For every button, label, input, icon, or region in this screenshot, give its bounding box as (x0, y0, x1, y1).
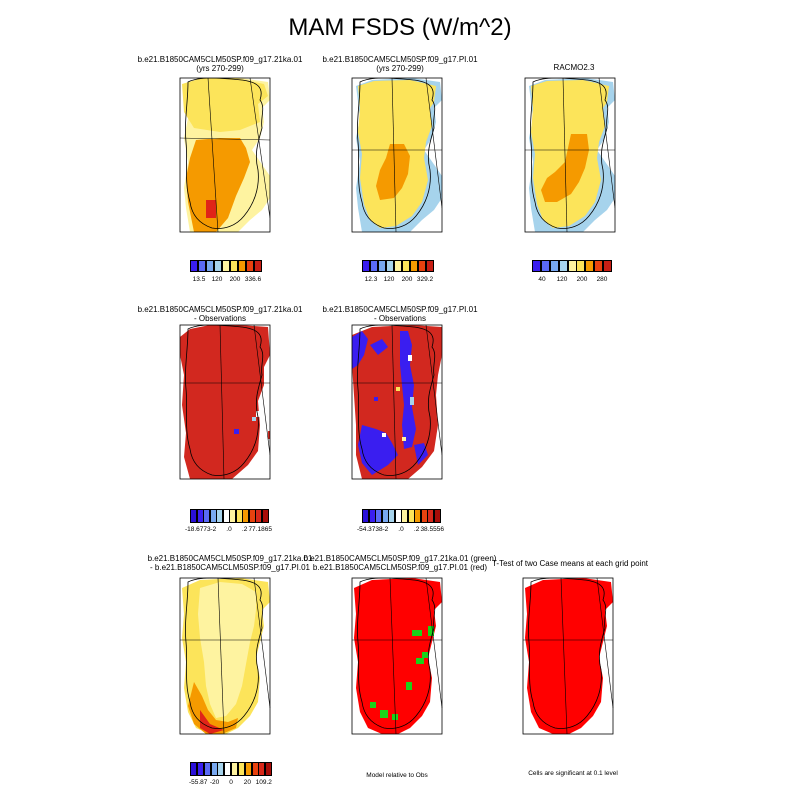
cb6-swatch (224, 762, 232, 776)
cb2-swatch (370, 260, 378, 272)
panel6-title: b.e21.B1850CAM5CLM50SP.f09_g17.21ka.01- … (147, 554, 313, 572)
cb6-tick-label: 20 (243, 779, 252, 786)
cb5-swatch (433, 509, 441, 523)
cb3-swatch (549, 260, 559, 272)
panel1-map (179, 77, 271, 233)
cb2-swatch (426, 260, 434, 272)
cb3-swatch (567, 260, 577, 272)
cb4-tick-label: .0 (226, 526, 232, 533)
cb6-swatch (265, 762, 273, 776)
cb4-tick-label: -18.6773 (184, 526, 211, 533)
colorbar6-ticks: -55.87 -20 0 20 109.2 (188, 779, 272, 789)
cb1-swatch (190, 260, 198, 272)
cb3-tick-label: 40 (538, 276, 546, 283)
cb2-swatch (418, 260, 426, 272)
colorbar1-ticks: 13.5 120 200 336.6 (190, 276, 262, 286)
cb6-swatch (196, 762, 204, 776)
cb1-swatch (222, 260, 230, 272)
cb3-swatch (585, 260, 595, 272)
cb6-swatch (244, 762, 252, 776)
figure-title: MAM FSDS (W/m^2) (288, 14, 512, 41)
cb1-swatch (238, 260, 246, 272)
cb3-swatch (603, 260, 613, 272)
cb2-swatch (378, 260, 386, 272)
colorbar4 (190, 509, 269, 523)
cb1-swatch (198, 260, 206, 272)
cb3-tick-label: 280 (596, 276, 608, 283)
cb6-swatch (251, 762, 259, 776)
panel8-map (522, 577, 614, 735)
colorbar2 (362, 260, 434, 272)
cb6-swatch (258, 762, 266, 776)
cb5-tick-label: -2 (382, 526, 389, 533)
colorbar2-ticks: 12.3 120 200 329.2 (362, 276, 434, 286)
panel8-footnote: Cells are significant at 0.1 level (528, 770, 618, 777)
cb3-tick-label: 200 (576, 276, 588, 283)
cb6-tick-label: 109.2 (255, 779, 272, 786)
cb1-tick-label: 120 (211, 276, 223, 283)
panel7-title: b.e21.B1850CAM5CLM50SP.f09_g17.21ka.01 (… (303, 554, 497, 572)
cb2-swatch (394, 260, 402, 272)
cb1-swatch (230, 260, 238, 272)
cb6-swatch (203, 762, 211, 776)
cb1-tick-label: 13.5 (192, 276, 206, 283)
panel2-map (351, 77, 443, 233)
cb6-swatch (210, 762, 218, 776)
cb5-tick-label: .0 (398, 526, 404, 533)
cb3-swatch (594, 260, 604, 272)
panel8-title: T-Test of two Case means at each grid po… (491, 559, 649, 568)
panel1-title: b.e21.B1850CAM5CLM50SP.f09_g17.21ka.01 (y… (137, 55, 303, 73)
cb1-swatch (246, 260, 254, 272)
cb1-tick-label: 200 (229, 276, 241, 283)
panel3-title: RACMO2.3 (553, 63, 595, 72)
colorbar1 (190, 260, 262, 272)
cb2-tick-label: 120 (383, 276, 395, 283)
cb6-swatch (190, 762, 197, 776)
panel5-map (351, 324, 443, 480)
cb6-tick-label: 0 (229, 779, 233, 786)
colorbar3-ticks: 40 120 200 280 (532, 276, 612, 286)
cb2-swatch (362, 260, 370, 272)
cb1-tick-label: 336.6 (244, 276, 262, 283)
cb4-tick-label: .2 (241, 526, 248, 533)
panel4-map (179, 324, 271, 480)
colorbar4-ticks: -18.6773 -2 .0 .2 77.1865 (185, 526, 272, 536)
cb2-tick-label: 12.3 (364, 276, 378, 283)
cb2-tick-label: 329.2 (416, 276, 434, 283)
colorbar5-ticks: -54.3738 -2 .0 .2 38.5556 (357, 526, 444, 536)
cb3-tick-label: 120 (556, 276, 568, 283)
panel2-title: b.e21.B1850CAM5CLM50SP.f09_g17.PI.01 (yrs… (322, 55, 478, 73)
cb2-swatch (402, 260, 410, 272)
cb2-swatch (386, 260, 394, 272)
cb4-tick-label: -2 (210, 526, 217, 533)
cb6-swatch (237, 762, 245, 776)
cb5-tick-label: 38.5556 (420, 526, 444, 533)
cb2-swatch (410, 260, 418, 272)
cb4-swatch (261, 509, 269, 523)
cb3-swatch (540, 260, 550, 272)
cb4-tick-label: 77.1865 (248, 526, 272, 533)
cb5-tick-label: .2 (413, 526, 420, 533)
colorbar3 (532, 260, 613, 272)
cb6-tick-label: -55.87 (188, 779, 208, 786)
colorbar5 (362, 509, 441, 523)
cb3-swatch (532, 260, 541, 272)
cb3-swatch (576, 260, 586, 272)
panel3-map (524, 77, 616, 233)
cb1-swatch (214, 260, 222, 272)
panel4-title: b.e21.B1850CAM5CLM50SP.f09_g17.21ka.01- … (137, 305, 303, 323)
panel5-title: b.e21.B1850CAM5CLM50SP.f09_g17.PI.01- Ob… (322, 305, 478, 323)
cb6-swatch (217, 762, 225, 776)
cb6-swatch (231, 762, 238, 776)
cb1-swatch (206, 260, 214, 272)
cb2-tick-label: 200 (401, 276, 413, 283)
panel7-footnote: Model relative to Obs (366, 772, 428, 779)
cb5-tick-label: -54.3738 (356, 526, 383, 533)
cb1-swatch (254, 260, 262, 272)
cb3-swatch (558, 260, 568, 272)
panel6-map (179, 577, 271, 735)
panel7-map (351, 577, 443, 735)
cb6-tick-label: -20 (209, 779, 220, 786)
colorbar6 (190, 762, 273, 776)
